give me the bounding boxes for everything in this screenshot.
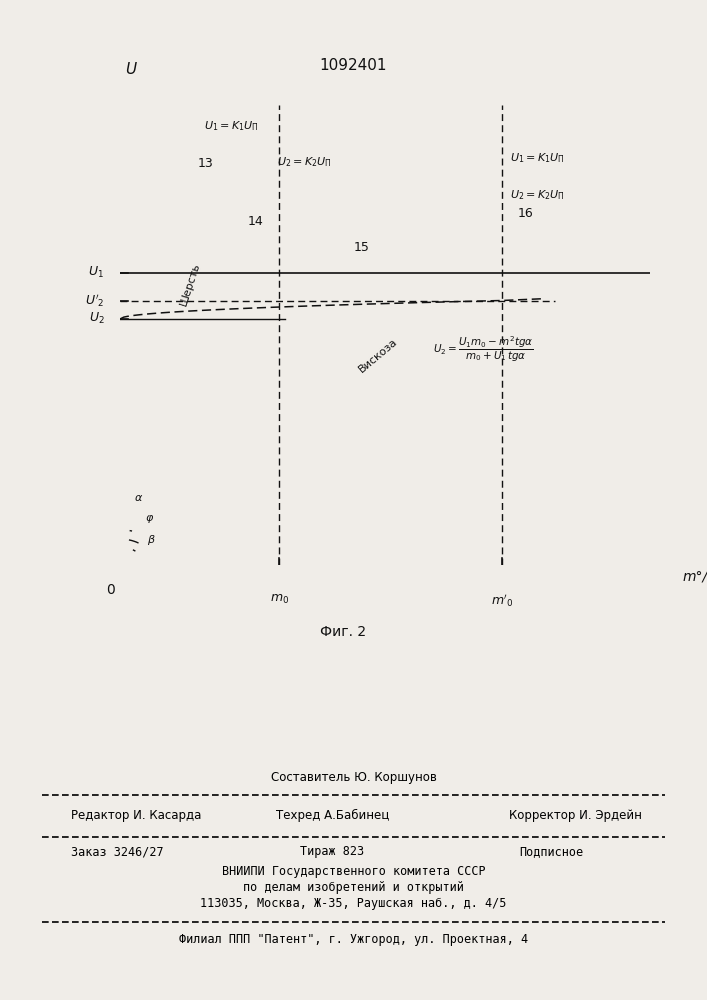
Text: Фиг. 2: Фиг. 2: [320, 625, 366, 639]
Text: $U_2=\dfrac{U_1 m_0 - m^2 tg\alpha}{m_0 + U_1\, tg\alpha}$: $U_2=\dfrac{U_1 m_0 - m^2 tg\alpha}{m_0 …: [433, 335, 534, 364]
Text: $U_1$: $U_1$: [88, 265, 105, 280]
Text: β: β: [147, 535, 155, 545]
Text: $U'_2$: $U'_2$: [85, 292, 105, 309]
Text: $U_2= K_2U_{\Pi}$: $U_2= K_2U_{\Pi}$: [510, 188, 565, 202]
Text: Составитель Ю. Коршунов: Составитель Ю. Коршунов: [271, 772, 436, 784]
Text: Подписное: Подписное: [520, 846, 583, 858]
Text: φ: φ: [146, 513, 153, 523]
Text: Заказ 3246/27: Заказ 3246/27: [71, 846, 163, 858]
Text: U: U: [126, 62, 136, 77]
Text: Шерсть: Шерсть: [178, 261, 201, 307]
Text: Тираж 823: Тираж 823: [300, 846, 364, 858]
Text: Корректор И. Эрдейн: Корректор И. Эрдейн: [509, 808, 642, 822]
Text: Техред А.Бабинец: Техред А.Бабинец: [276, 808, 389, 822]
Text: $U_1= K_1U_{\Pi}$: $U_1= K_1U_{\Pi}$: [510, 151, 565, 165]
Text: ВНИИПИ Государственного комитета СССР: ВНИИПИ Государственного комитета СССР: [222, 865, 485, 879]
Text: α: α: [135, 493, 142, 503]
Text: $U_2= K_2U_{\Pi}$: $U_2= K_2U_{\Pi}$: [276, 156, 332, 169]
Text: $U_2$: $U_2$: [88, 311, 105, 326]
Text: m°/о: m°/о: [682, 570, 707, 584]
Text: $m_0$: $m_0$: [269, 593, 289, 606]
Text: 13: 13: [197, 157, 213, 170]
Text: 113035, Москва, Ж-35, Раушская наб., д. 4/5: 113035, Москва, Ж-35, Раушская наб., д. …: [200, 898, 507, 910]
Text: 1092401: 1092401: [320, 57, 387, 73]
Text: 16: 16: [518, 207, 534, 220]
Text: 0: 0: [106, 583, 115, 597]
Text: $m'_0$: $m'_0$: [491, 593, 513, 609]
Text: Вискоза: Вискоза: [356, 336, 399, 374]
Text: Редактор И. Касарда: Редактор И. Касарда: [71, 808, 201, 822]
Text: 15: 15: [354, 241, 369, 254]
Text: $U_1= K_1U_{\Pi}$: $U_1= K_1U_{\Pi}$: [204, 119, 259, 133]
Text: по делам изобретений и открытий: по делам изобретений и открытий: [243, 882, 464, 894]
Text: Филиал ППП "Патент", г. Ужгород, ул. Проектная, 4: Филиал ППП "Патент", г. Ужгород, ул. Про…: [179, 934, 528, 946]
Text: 14: 14: [247, 215, 263, 228]
